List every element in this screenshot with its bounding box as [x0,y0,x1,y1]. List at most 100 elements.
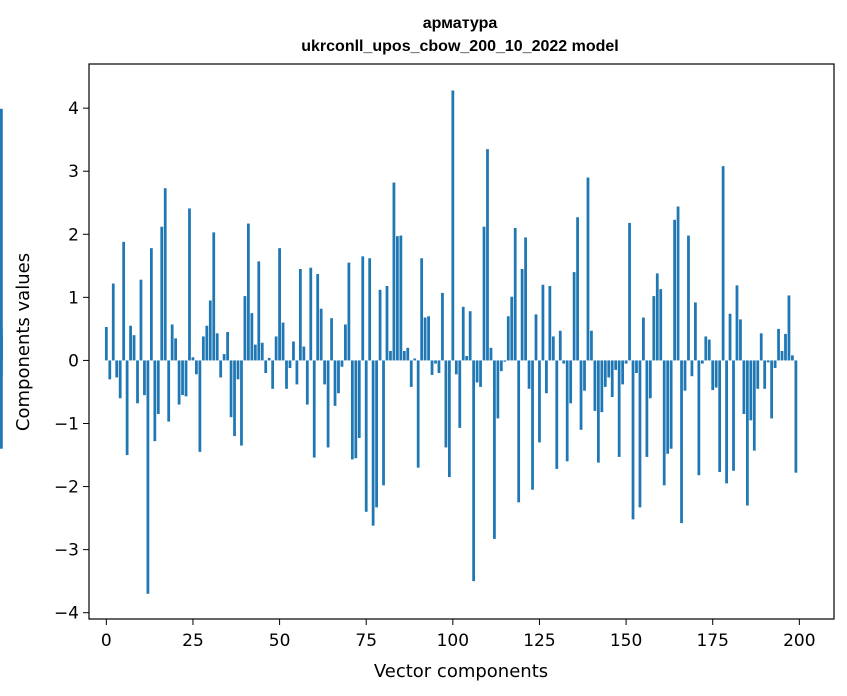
bar [551,336,555,361]
bar [655,273,659,361]
bar [434,360,437,364]
bar [725,360,728,484]
bar [628,222,631,361]
bar [240,360,243,446]
bar [548,286,552,361]
bar [375,360,378,508]
bar [430,360,434,375]
bar [531,360,534,490]
bar [527,360,531,389]
bar [603,360,607,387]
y-tick-label: 2 [68,225,79,245]
bar [666,360,670,454]
y-tick-label: 4 [68,99,79,119]
bar [638,360,642,508]
bar [454,360,458,375]
bar [583,360,586,391]
bar [642,317,645,361]
bar [569,360,573,404]
bar [420,258,424,361]
bar [278,248,281,361]
y-tick-label: 1 [68,288,79,308]
bar [250,313,254,361]
bar [447,360,451,478]
bar [607,360,611,378]
plot-frame [88,63,835,620]
bar [475,360,479,383]
bar [451,90,455,361]
bar [732,360,735,471]
bar [219,360,223,378]
bar [659,289,663,361]
bar [745,360,749,506]
bar [309,267,313,361]
bar [146,360,150,594]
bar [271,360,275,389]
bar [669,360,673,449]
bar [545,360,548,394]
bar [610,360,614,397]
bar [402,350,406,361]
bar [541,284,545,361]
bar [444,360,448,448]
chart-title: арматура [423,15,498,32]
bar [205,325,209,361]
bar [233,360,236,437]
bar [773,360,777,368]
bar [777,328,780,361]
bar [517,360,521,503]
bar [236,360,240,380]
bar [378,289,382,361]
bar [735,285,739,361]
bar [700,360,704,364]
bar [614,360,618,370]
bar [184,360,188,397]
bar [143,360,146,396]
x-tick-label: 75 [355,631,377,651]
bar [253,344,257,361]
bar [680,360,683,524]
x-tick-label: 0 [101,631,112,651]
bar [222,354,226,361]
bar [520,268,524,361]
bar [416,360,420,468]
bar [226,332,229,361]
bar [690,360,694,377]
bar [718,360,722,473]
bar [354,360,358,459]
x-tick-label: 25 [182,631,204,651]
bar [624,360,628,364]
bar [499,360,503,372]
bar [763,360,767,389]
bar [198,360,202,452]
bar [136,360,139,404]
x-tick-label: 100 [437,631,469,651]
y-tick-label: −2 [54,478,79,498]
bar [385,286,389,361]
bar [350,360,354,460]
bar [399,235,403,361]
bar [600,360,604,413]
bar [170,324,174,361]
bar [243,296,247,361]
bar [129,325,132,361]
bar [489,347,493,361]
bar [160,226,164,361]
bar [711,360,715,391]
bar [298,268,302,361]
bar [305,360,309,405]
bar [752,360,756,451]
bar [0,360,3,449]
bar [122,241,126,361]
bar [503,360,507,362]
y-tick-label: 3 [68,162,79,182]
bar [212,232,216,361]
x-axis-label: Vector components [374,661,548,682]
bar [115,360,119,378]
bar [465,356,469,361]
bar [264,360,268,374]
bar [208,300,212,361]
bar [396,236,399,361]
bar [486,149,489,361]
bar [496,360,500,419]
